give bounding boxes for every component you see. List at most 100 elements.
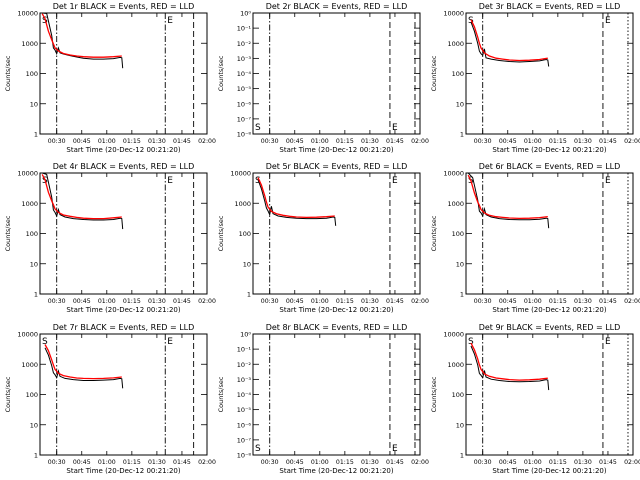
x-tick-label: 00:30 bbox=[48, 138, 66, 145]
y-tick-label: 100 bbox=[26, 70, 38, 78]
x-axis-label: Start Time (20-Dec-12 00:21:20) bbox=[279, 306, 393, 314]
x-tick-label: 02:00 bbox=[198, 298, 216, 305]
y-tick-label: 10⁰ bbox=[240, 331, 251, 339]
panel-title: Det 8r BLACK = Events, RED = LLD bbox=[266, 323, 408, 332]
y-axis-label: Counts/sec bbox=[217, 55, 225, 91]
x-tick-label: 00:30 bbox=[261, 298, 279, 305]
y-tick-label: 10000 bbox=[17, 170, 38, 178]
x-tick-label: 00:45 bbox=[499, 459, 517, 466]
x-axis-label: Start Time (20-Dec-12 00:21:20) bbox=[66, 467, 180, 475]
x-tick-label: 01:30 bbox=[361, 138, 379, 145]
y-tick-label: 1000 bbox=[21, 200, 38, 208]
x-tick-label: 01:30 bbox=[148, 298, 166, 305]
series-events-black bbox=[44, 347, 124, 389]
panel-det-5: Det 5r BLACK = Events, RED = LLD 00:30 00:… bbox=[217, 162, 429, 314]
x-tick-label: 00:45 bbox=[499, 138, 517, 145]
x-tick-label: 01:00 bbox=[311, 138, 329, 145]
panel-title: Det 4r BLACK = Events, RED = LLD bbox=[53, 162, 195, 171]
x-tick-label: 01:15 bbox=[336, 459, 354, 466]
y-tick-label: 10⁻⁸ bbox=[237, 131, 252, 139]
series-lld-red bbox=[470, 19, 548, 62]
x-tick-label: 01:00 bbox=[98, 298, 116, 305]
x-tick-label: 01:30 bbox=[361, 298, 379, 305]
start-marker: S bbox=[468, 337, 474, 347]
panel-title: Det 9r BLACK = Events, RED = LLD bbox=[479, 323, 621, 332]
x-tick-label: 02:00 bbox=[411, 298, 429, 305]
x-tick-label: 00:45 bbox=[499, 298, 517, 305]
x-tick-label: 00:45 bbox=[73, 298, 91, 305]
y-tick-label: 10⁻³ bbox=[237, 376, 252, 384]
x-tick-label: 02:00 bbox=[198, 459, 216, 466]
plot-frame bbox=[465, 172, 634, 295]
y-tick-label: 1 bbox=[460, 291, 464, 299]
y-tick-label: 10⁻² bbox=[237, 40, 252, 48]
y-tick-label: 100 bbox=[26, 391, 38, 399]
y-tick-label: 1 bbox=[460, 131, 464, 139]
y-tick-label: 10 bbox=[456, 100, 464, 108]
x-tick-label: 01:45 bbox=[599, 459, 617, 466]
plot-frame bbox=[39, 172, 208, 295]
x-tick-label: 00:30 bbox=[474, 138, 492, 145]
panel-det-1: Det 1r BLACK = Events, RED = LLD 00:30 00:… bbox=[4, 2, 216, 154]
y-axis-label: Counts/sec bbox=[217, 376, 225, 412]
panel-det-4: Det 4r BLACK = Events, RED = LLD 00:30 00:… bbox=[4, 162, 216, 314]
y-tick-label: 10000 bbox=[17, 10, 38, 18]
x-axis-label: Start Time (20-Dec-12 00:21:20) bbox=[492, 306, 606, 314]
start-marker: S bbox=[42, 337, 48, 347]
y-tick-label: 100 bbox=[452, 230, 464, 238]
x-axis-label: Start Time (20-Dec-12 00:21:20) bbox=[279, 146, 393, 154]
x-tick-label: 02:00 bbox=[198, 138, 216, 145]
x-tick-label: 01:15 bbox=[123, 459, 141, 466]
x-tick-label: 01:00 bbox=[524, 138, 542, 145]
x-tick-label: 01:30 bbox=[574, 459, 592, 466]
x-tick-label: 01:00 bbox=[524, 298, 542, 305]
series-events-black bbox=[467, 172, 550, 229]
x-tick-label: 00:30 bbox=[261, 459, 279, 466]
x-tick-label: 00:30 bbox=[474, 298, 492, 305]
y-tick-label: 10000 bbox=[443, 10, 464, 18]
y-tick-label: 1000 bbox=[21, 361, 38, 369]
x-tick-label: 01:30 bbox=[148, 459, 166, 466]
end-marker: E bbox=[605, 337, 611, 347]
panel-det-6: Det 6r BLACK = Events, RED = LLD 00:30 00:… bbox=[430, 162, 640, 314]
panel-det-2: Det 2r BLACK = Events, RED = LLD 00:30 00:… bbox=[217, 2, 429, 154]
panel-title: Det 2r BLACK = Events, RED = LLD bbox=[266, 2, 408, 11]
y-tick-label: 1000 bbox=[21, 40, 38, 48]
y-tick-label: 100 bbox=[239, 230, 251, 238]
y-tick-label: 10000 bbox=[230, 170, 251, 178]
plot-frame bbox=[252, 12, 421, 135]
series-lld-red bbox=[41, 13, 122, 58]
y-tick-label: 10 bbox=[456, 260, 464, 268]
panel-det-3: Det 3r BLACK = Events, RED = LLD 00:30 00:… bbox=[430, 2, 640, 154]
y-tick-label: 10⁻¹ bbox=[237, 25, 252, 33]
series-lld-red bbox=[44, 344, 122, 380]
y-tick-label: 10⁻⁷ bbox=[237, 115, 252, 123]
x-tick-label: 01:45 bbox=[386, 298, 404, 305]
panel-det-7: Det 7r BLACK = Events, RED = LLD 00:30 00:… bbox=[4, 323, 216, 475]
end-marker: E bbox=[392, 444, 398, 454]
end-marker: E bbox=[605, 16, 611, 26]
plot-frame bbox=[39, 12, 208, 135]
x-tick-label: 01:30 bbox=[574, 298, 592, 305]
x-tick-label: 00:45 bbox=[73, 138, 91, 145]
y-tick-label: 10⁻⁸ bbox=[237, 452, 252, 460]
x-tick-label: 00:45 bbox=[286, 138, 304, 145]
y-tick-label: 10⁻¹ bbox=[237, 346, 252, 354]
y-tick-label: 1000 bbox=[447, 200, 464, 208]
x-tick-label: 00:30 bbox=[48, 298, 66, 305]
y-tick-label: 100 bbox=[452, 70, 464, 78]
y-tick-label: 10000 bbox=[17, 331, 38, 339]
y-axis-label: Counts/sec bbox=[430, 376, 438, 412]
series-lld-red bbox=[257, 177, 335, 219]
x-tick-label: 01:45 bbox=[173, 138, 191, 145]
panel-title: Det 5r BLACK = Events, RED = LLD bbox=[266, 162, 408, 171]
y-tick-label: 1 bbox=[34, 291, 38, 299]
x-tick-label: 01:15 bbox=[336, 138, 354, 145]
y-tick-label: 1 bbox=[247, 291, 251, 299]
x-tick-label: 00:30 bbox=[48, 459, 66, 466]
y-axis-label: Counts/sec bbox=[430, 55, 438, 91]
x-tick-label: 02:00 bbox=[411, 138, 429, 145]
x-tick-label: 01:45 bbox=[386, 459, 404, 466]
x-axis-label: Start Time (20-Dec-12 00:21:20) bbox=[66, 306, 180, 314]
y-tick-label: 10⁻⁴ bbox=[237, 391, 252, 399]
